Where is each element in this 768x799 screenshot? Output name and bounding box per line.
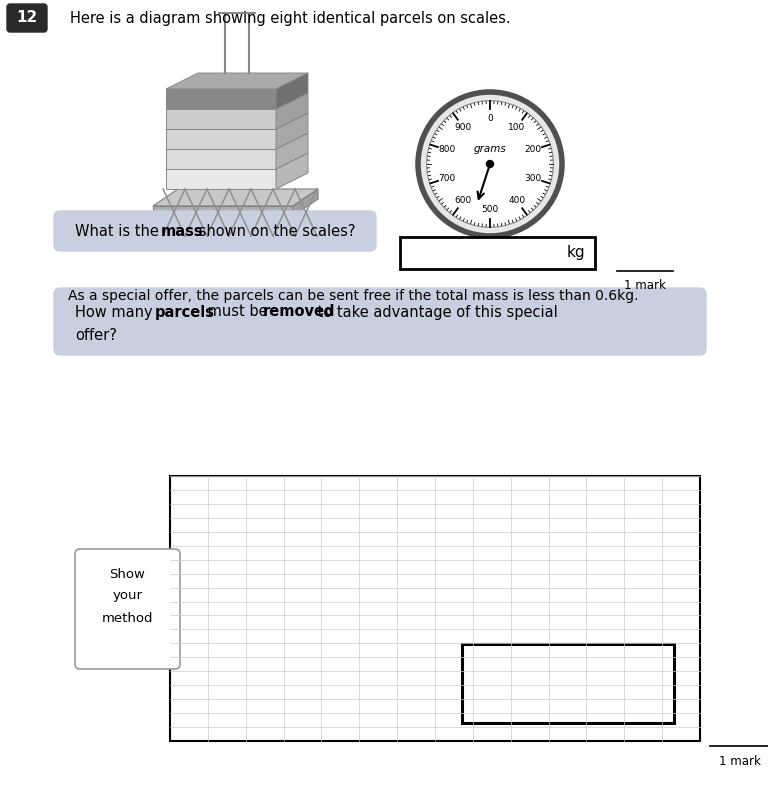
Polygon shape (276, 113, 308, 149)
Polygon shape (166, 93, 308, 109)
Circle shape (418, 92, 562, 236)
Text: parcels: parcels (155, 304, 215, 320)
Text: 100: 100 (508, 123, 525, 132)
Text: mass: mass (161, 224, 204, 238)
Text: 600: 600 (455, 197, 472, 205)
Text: must be: must be (203, 304, 272, 320)
Text: 0: 0 (487, 114, 493, 123)
FancyBboxPatch shape (7, 4, 47, 32)
Text: kg: kg (566, 245, 585, 260)
Text: method: method (101, 611, 154, 625)
Polygon shape (166, 149, 276, 169)
FancyBboxPatch shape (54, 211, 376, 251)
Text: 12: 12 (16, 10, 38, 26)
Circle shape (486, 161, 494, 168)
Polygon shape (153, 189, 318, 206)
Polygon shape (166, 169, 276, 189)
Circle shape (427, 101, 554, 228)
Polygon shape (166, 89, 276, 109)
Text: to take advantage of this special: to take advantage of this special (313, 304, 558, 320)
Text: 1 mark: 1 mark (719, 755, 761, 768)
Polygon shape (153, 206, 293, 216)
Text: 700: 700 (439, 173, 455, 182)
Polygon shape (166, 153, 308, 169)
Polygon shape (166, 113, 308, 129)
Text: your: your (112, 590, 143, 602)
Text: 200: 200 (525, 145, 541, 154)
Polygon shape (276, 73, 308, 109)
Text: 500: 500 (482, 205, 498, 214)
Text: Here is a diagram showing eight identical parcels on scales.: Here is a diagram showing eight identica… (70, 10, 511, 26)
Text: 400: 400 (508, 197, 525, 205)
Text: 1 mark: 1 mark (624, 279, 666, 292)
Text: What is the: What is the (75, 224, 164, 238)
Polygon shape (276, 133, 308, 169)
Polygon shape (166, 73, 308, 89)
FancyBboxPatch shape (54, 288, 706, 355)
Text: removed: removed (263, 304, 336, 320)
Bar (153, 236, 308, 246)
Bar (400, 237, 595, 269)
Polygon shape (293, 189, 318, 216)
Text: 800: 800 (439, 145, 455, 154)
Polygon shape (276, 153, 308, 189)
Text: How many: How many (75, 304, 157, 320)
Polygon shape (166, 109, 276, 129)
Polygon shape (166, 129, 276, 149)
Text: grams: grams (474, 144, 506, 154)
Text: offer?: offer? (75, 328, 117, 343)
Text: 300: 300 (525, 173, 541, 182)
Text: shown on the scales?: shown on the scales? (194, 224, 356, 238)
Text: 900: 900 (455, 123, 472, 132)
Text: Show: Show (110, 567, 145, 581)
Polygon shape (166, 133, 308, 149)
Text: As a special offer, the parcels can be sent free if the total mass is less than : As a special offer, the parcels can be s… (68, 289, 638, 303)
Bar (170, 476, 700, 741)
Polygon shape (276, 93, 308, 129)
Bar (462, 643, 674, 723)
FancyBboxPatch shape (75, 549, 180, 669)
Polygon shape (153, 218, 333, 236)
